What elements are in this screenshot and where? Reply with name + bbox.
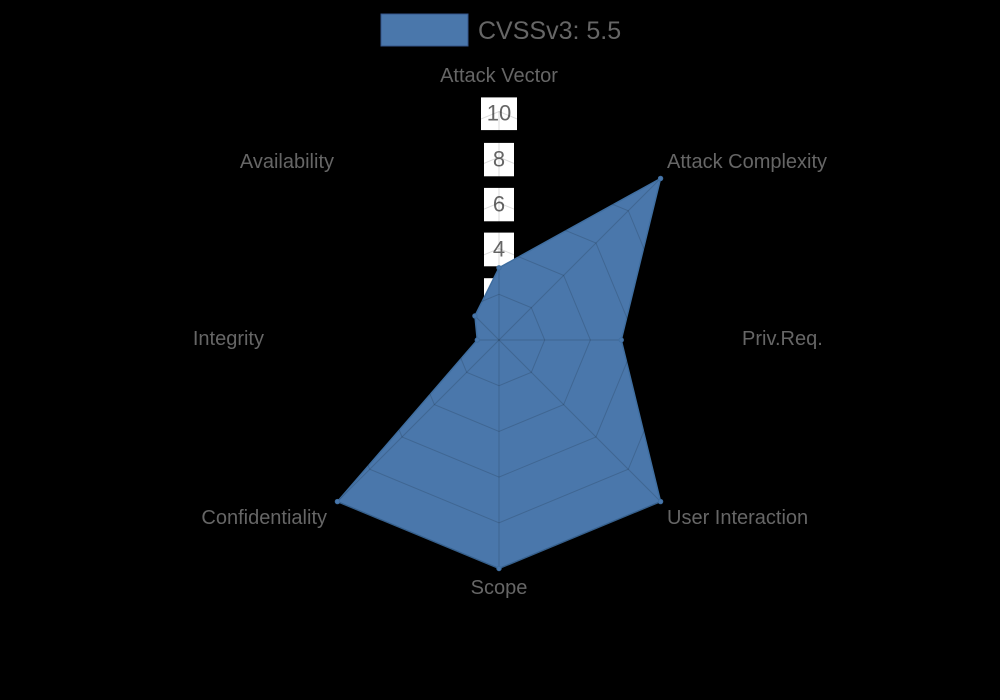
svg-text:Integrity: Integrity (193, 328, 264, 350)
svg-text:User Interaction: User Interaction (667, 507, 808, 529)
svg-text:Scope: Scope (471, 577, 528, 599)
svg-text:Attack Complexity: Attack Complexity (667, 151, 827, 173)
svg-text:Priv.Req.: Priv.Req. (742, 328, 823, 350)
svg-text:Attack Vector: Attack Vector (440, 65, 558, 87)
svg-text:CVSSv3: 5.5: CVSSv3: 5.5 (478, 17, 621, 45)
svg-text:Availability: Availability (240, 151, 334, 173)
svg-text:Confidentiality: Confidentiality (201, 507, 327, 529)
